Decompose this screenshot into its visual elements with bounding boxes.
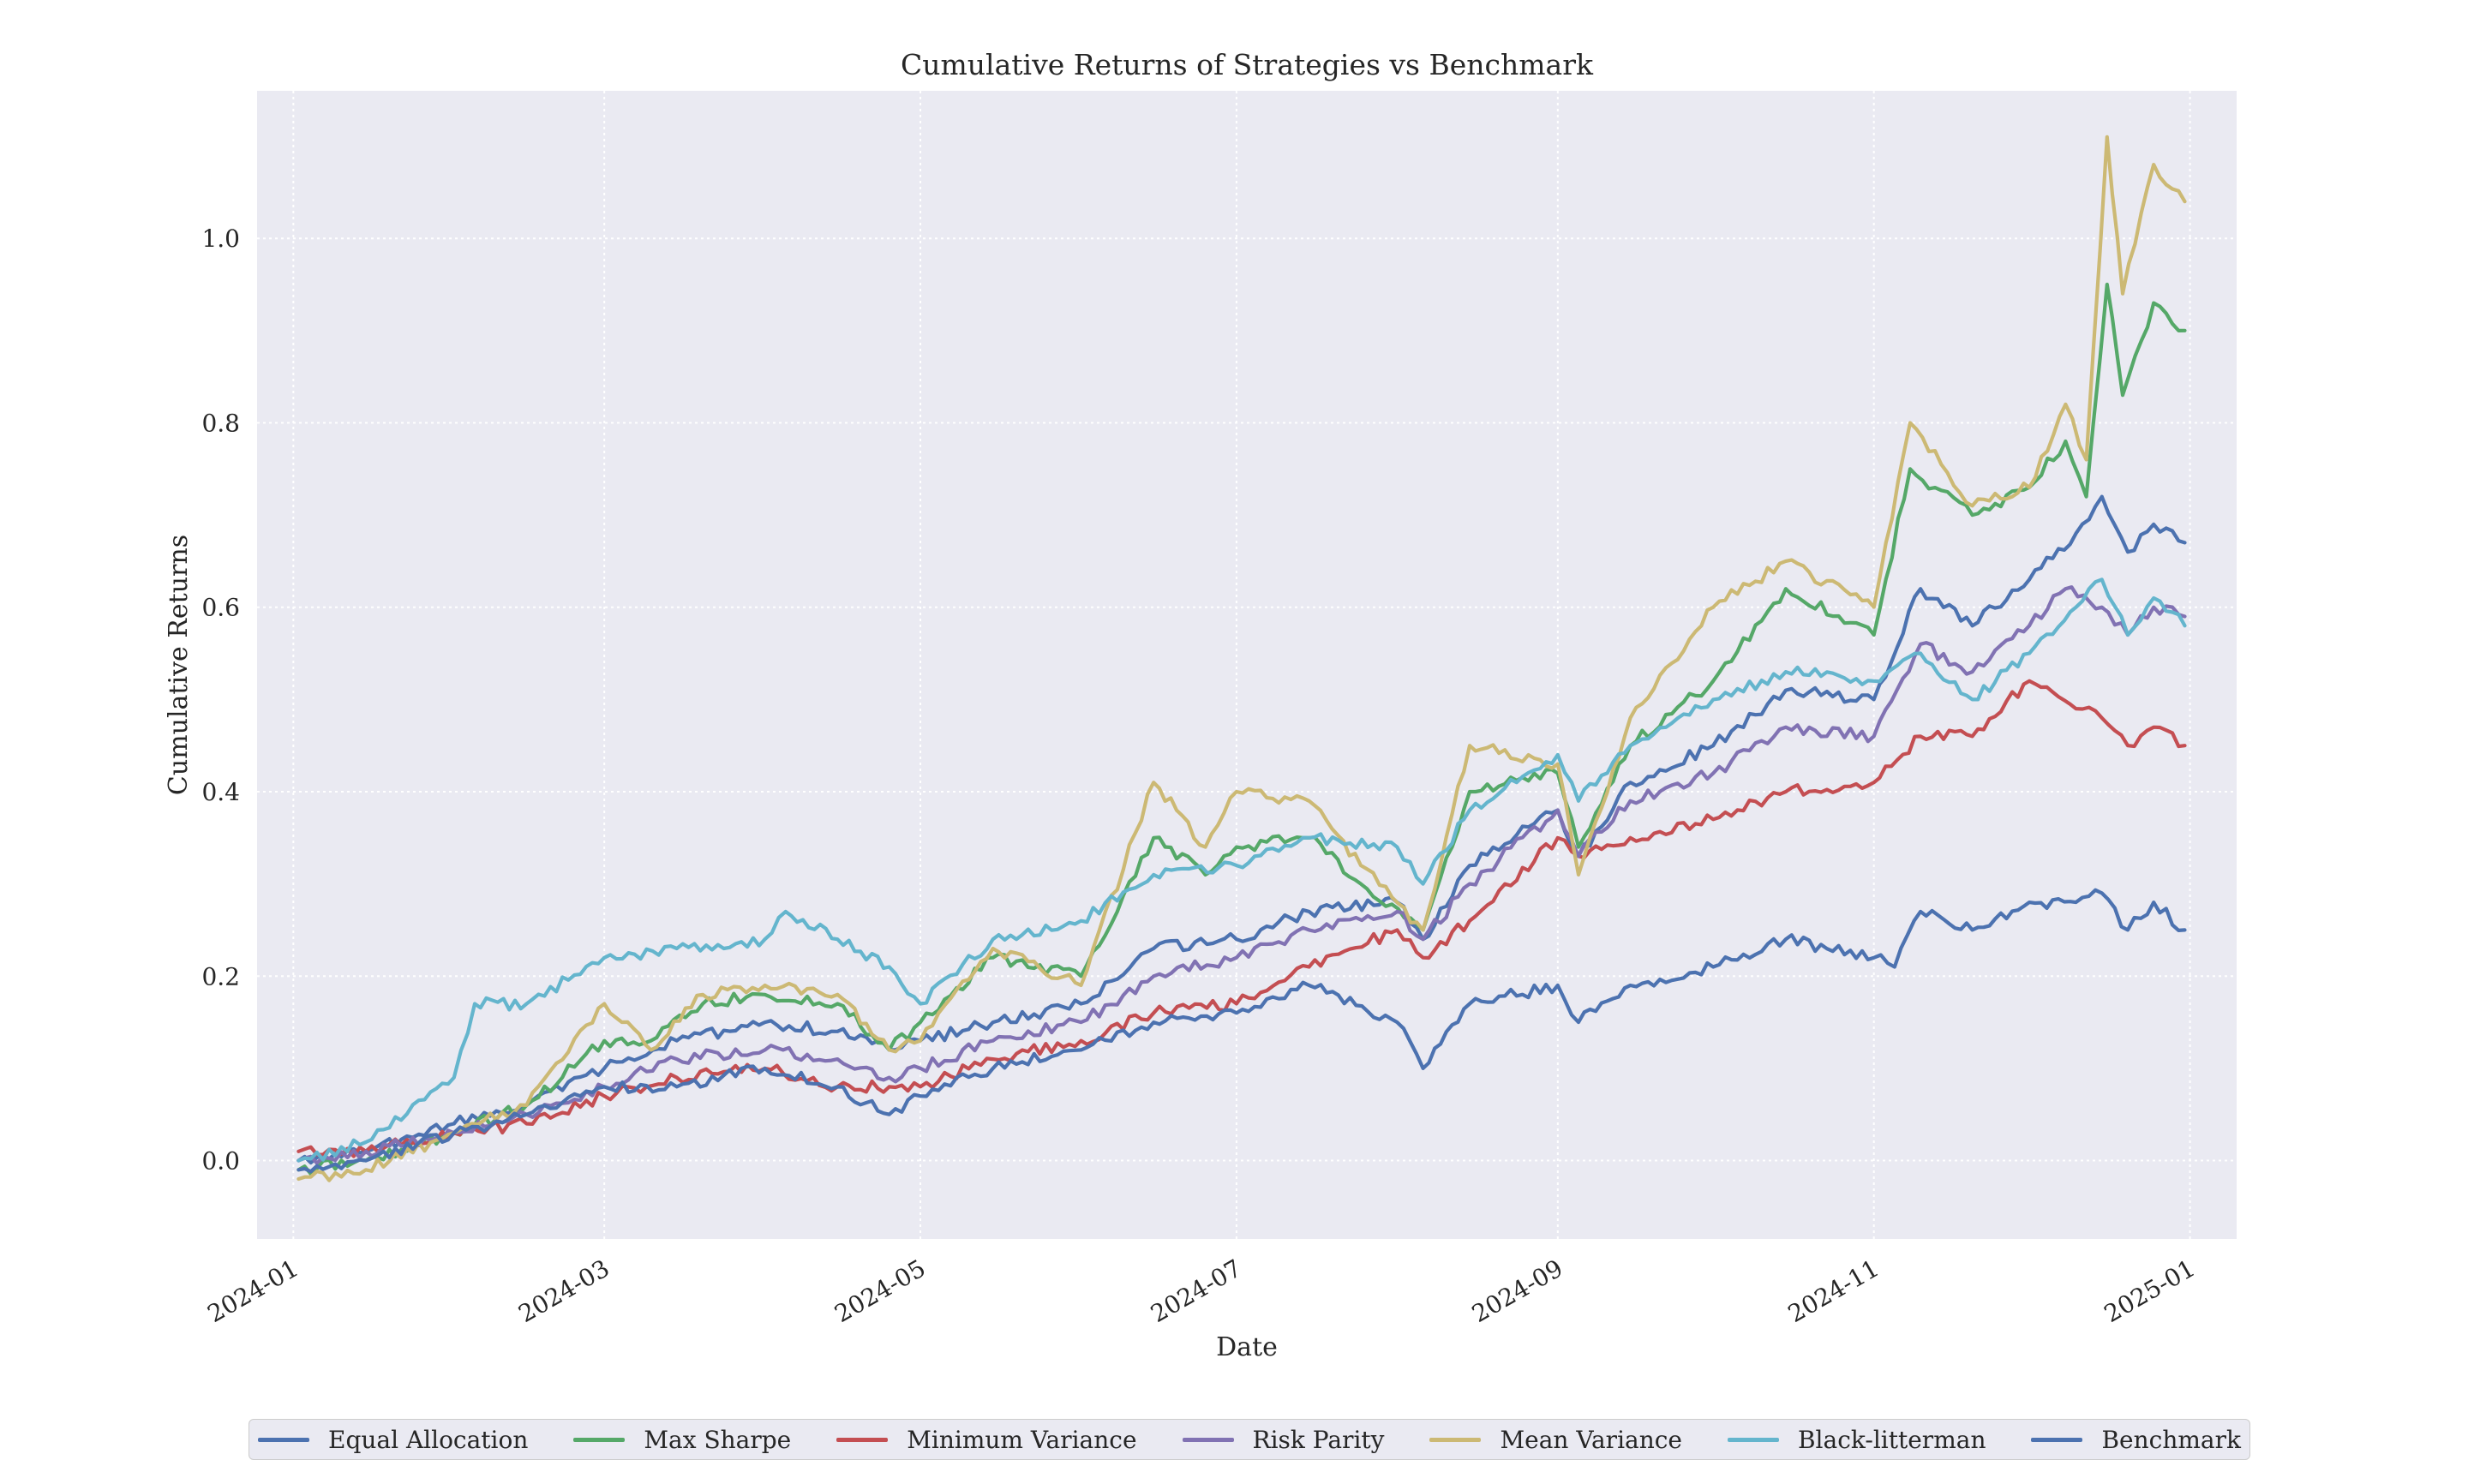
- legend: Equal Allocation Max Sharpe Minimum Varian…: [249, 1419, 2250, 1460]
- x-tick-label: 2024-07: [1146, 1254, 1246, 1328]
- legend-label: Mean Variance: [1500, 1425, 1682, 1454]
- x-axis-label: Date: [1216, 1332, 1278, 1362]
- legend-label: Minimum Variance: [907, 1425, 1137, 1454]
- y-tick-label: 0.8: [201, 409, 240, 437]
- x-tick-label: 2024-11: [1783, 1254, 1884, 1328]
- legend-swatch: [573, 1437, 626, 1442]
- y-tick-labels: 0.0 0.2 0.4 0.6 0.8 1.0: [201, 224, 240, 1175]
- legend-item: Equal Allocation: [258, 1426, 528, 1454]
- legend-swatch: [258, 1437, 309, 1442]
- legend-item: Risk Parity: [1182, 1425, 1385, 1454]
- legend-item: Minimum Variance: [836, 1425, 1137, 1454]
- legend-swatch: [1727, 1437, 1779, 1442]
- legend-item: Max Sharpe: [573, 1426, 791, 1454]
- series-line: [297, 577, 2187, 1163]
- y-tick-label: 0.0: [201, 1147, 240, 1176]
- legend-swatch: [2031, 1437, 2083, 1442]
- x-tick-label: 2024-03: [513, 1254, 614, 1328]
- series-line: [297, 888, 2187, 1174]
- x-tick-label: 2024-01: [203, 1254, 303, 1328]
- legend-label: Benchmark: [2101, 1425, 2241, 1454]
- legend-swatch: [1429, 1437, 1482, 1442]
- legend-label: Risk Parity: [1252, 1425, 1385, 1454]
- series-line: [297, 585, 2187, 1165]
- y-tick-label: 1.0: [201, 224, 240, 253]
- legend-item: Benchmark: [2031, 1426, 2241, 1454]
- y-tick-label: 0.6: [201, 594, 240, 622]
- plot-area: [257, 91, 2237, 1239]
- legend-swatch: [1182, 1437, 1234, 1442]
- x-tick-label: 2024-09: [1467, 1254, 1567, 1328]
- y-tick-label: 0.2: [201, 962, 240, 990]
- x-tick-label: 2024-05: [830, 1254, 930, 1328]
- legend-item: Black-litterman: [1727, 1425, 1986, 1454]
- legend-label: Max Sharpe: [644, 1425, 792, 1454]
- series-line: [297, 679, 2187, 1158]
- legend-label: Black-litterman: [1797, 1425, 1986, 1454]
- legend-swatch: [836, 1437, 889, 1442]
- y-axis-label: Cumulative Returns: [164, 535, 194, 795]
- x-tick-label: 2025-01: [2100, 1254, 2200, 1328]
- series-lines: [297, 135, 2187, 1182]
- y-tick-label: 0.4: [201, 778, 240, 806]
- x-tick-labels: 2024-01 2024-03 2024-05 2024-07 2024-09 2024-…: [203, 1254, 2201, 1328]
- series-line: [297, 494, 2187, 1165]
- legend-label: Equal Allocation: [328, 1425, 529, 1454]
- series-line: [297, 282, 2187, 1176]
- legend-item: Mean Variance: [1429, 1426, 1682, 1454]
- series-line: [297, 135, 2187, 1182]
- chart-title: Cumulative Returns of Strategies vs Benc…: [901, 48, 1594, 81]
